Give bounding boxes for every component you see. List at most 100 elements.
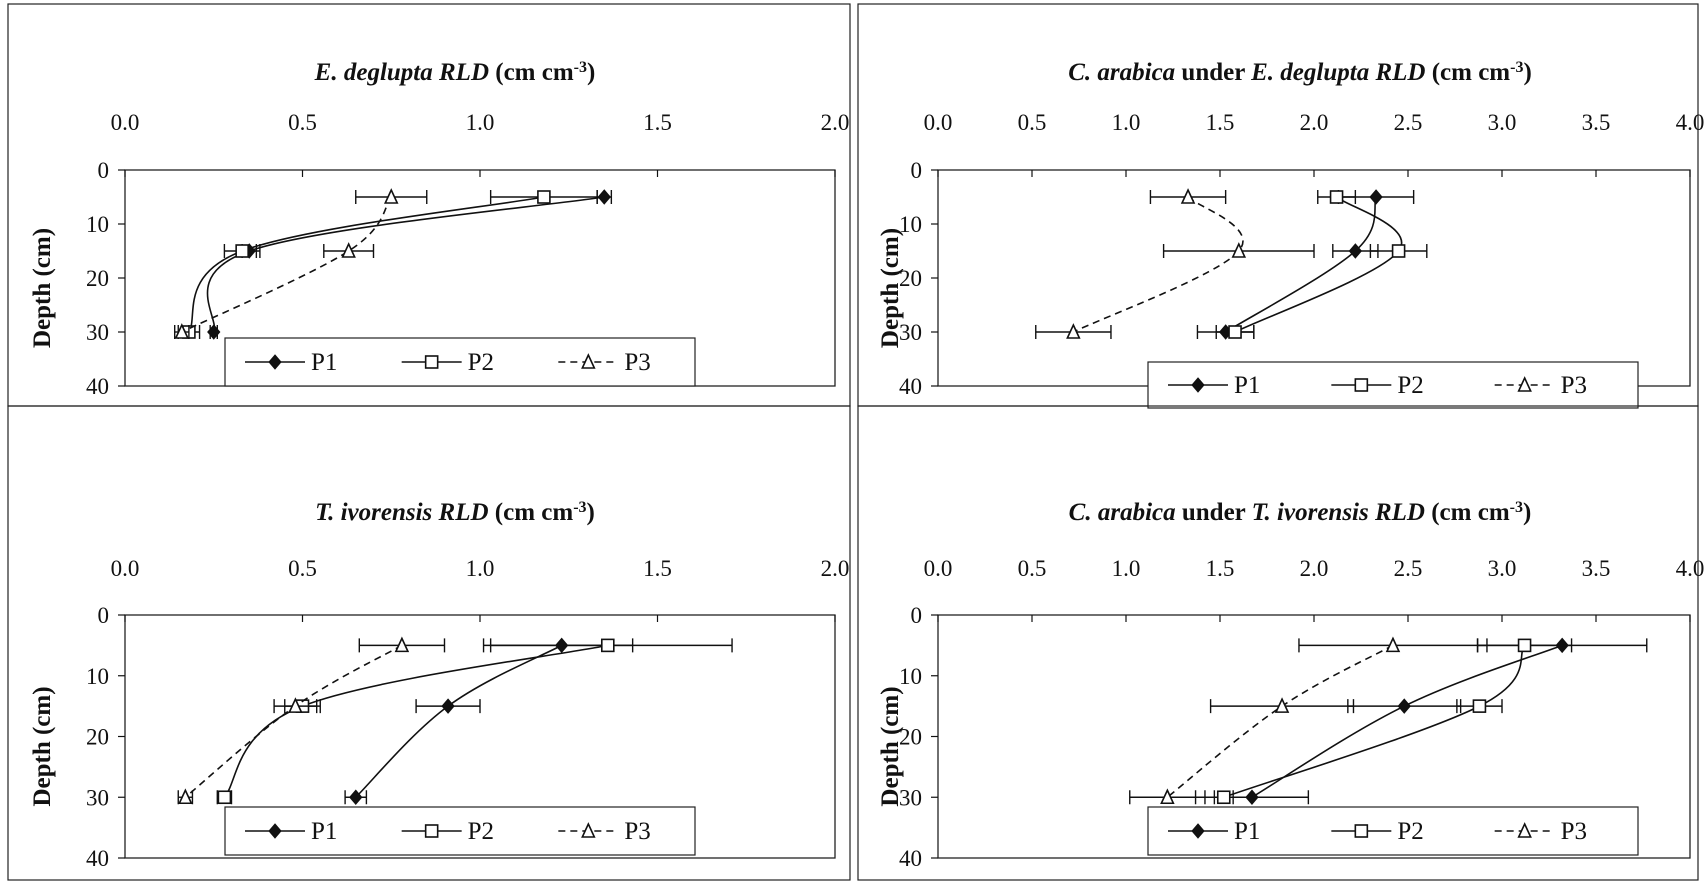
- title-part: ): [587, 499, 595, 526]
- y-tick-label: 30: [86, 785, 109, 810]
- y-axis-label: Depth (cm): [29, 686, 56, 806]
- legend: P1 P2 P3: [1147, 806, 1639, 856]
- legend-marker: [581, 822, 596, 838]
- x-tick-label: 2.5: [1394, 556, 1423, 581]
- panel-3: T. ivorensis RLD (cm cm-3) 0.0 0.5 1.0 1.5 2.…: [7, 405, 851, 881]
- series-P1: [1194, 637, 1648, 806]
- legend-label: P1: [311, 818, 337, 845]
- series-line: [181, 196, 392, 333]
- chart-title: C. arabica under T. ivorensis RLD (cm cm…: [1069, 499, 1532, 527]
- title-part: RLD: [432, 499, 488, 526]
- title-part: E. deglupta RLD: [1250, 59, 1425, 86]
- data-point: [537, 190, 551, 204]
- x-tick-label: 0.0: [111, 556, 140, 581]
- y-axis-label: Depth (cm): [29, 228, 56, 348]
- x-tick-label: 3.0: [1488, 556, 1517, 581]
- x-tick-label: 1.0: [1112, 110, 1141, 135]
- y-tick-label: 10: [899, 664, 922, 689]
- title-part: (cm cm: [489, 499, 574, 526]
- title-part: under: [1176, 499, 1252, 526]
- x-tick-label: 3.5: [1582, 110, 1611, 135]
- x-tick-label: 1.0: [1112, 556, 1141, 581]
- legend-marker: [268, 354, 282, 370]
- legend-label: P2: [468, 349, 494, 376]
- legend-marker: [424, 355, 439, 369]
- y-tick-label: 40: [899, 846, 922, 871]
- x-tick-label: 2.5: [1394, 110, 1423, 135]
- series-P3: [177, 636, 446, 805]
- series-P2: [177, 190, 598, 339]
- data-point: [1066, 323, 1081, 339]
- title-part: ): [587, 59, 595, 86]
- series-line: [1225, 196, 1377, 333]
- series-P1: [206, 189, 613, 340]
- x-tick-label: 1.0: [466, 110, 495, 135]
- data-point: [349, 789, 363, 806]
- legend-label: P3: [624, 818, 650, 845]
- legend-marker: [581, 353, 596, 369]
- legend-label: P1: [1234, 372, 1260, 399]
- y-tick-label: 30: [86, 320, 109, 345]
- title-part: (cm cm: [489, 59, 574, 86]
- legend-label: P1: [311, 349, 337, 376]
- series-line: [223, 644, 608, 798]
- series-line: [1073, 196, 1244, 333]
- x-tick-label: 1.5: [643, 556, 672, 581]
- legend-marker: [1517, 376, 1532, 392]
- legend-label: P2: [1397, 818, 1423, 845]
- data-point: [178, 788, 193, 805]
- x-tick-label: 2.0: [821, 110, 850, 135]
- y-tick-label: 0: [98, 158, 110, 183]
- chart-title: T. ivorensis RLD (cm cm-3): [315, 499, 595, 527]
- series-line: [206, 196, 605, 333]
- legend-marker: [1191, 377, 1205, 393]
- y-tick-label: 40: [86, 374, 109, 399]
- y-axis-label: Depth (cm): [877, 686, 904, 806]
- y-tick-label: 10: [86, 212, 109, 237]
- x-tick-label: 0.0: [111, 110, 140, 135]
- chart-title: C. arabica under E. deglupta RLD (cm cm-…: [1068, 59, 1532, 87]
- legend-label: P2: [1397, 372, 1423, 399]
- legend-marker: [1517, 822, 1532, 838]
- series-P2: [216, 638, 733, 805]
- x-tick-label: 0.0: [924, 556, 953, 581]
- title-superscript: -3: [574, 59, 587, 76]
- title-part: C. arabica: [1068, 59, 1175, 86]
- data-point: [1245, 789, 1259, 806]
- title-part: E. deglupta: [314, 59, 433, 86]
- x-tick-label: 2.0: [821, 556, 850, 581]
- title-superscript: -3: [1510, 59, 1523, 76]
- data-point: [441, 698, 455, 714]
- data-point: [1348, 243, 1363, 259]
- y-tick-label: 20: [86, 725, 109, 750]
- data-point: [600, 638, 615, 653]
- y-tick-label: 20: [86, 266, 109, 291]
- x-tick-label: 0.5: [288, 556, 317, 581]
- title-superscript: -3: [573, 499, 586, 516]
- legend-marker: [1354, 824, 1369, 838]
- panel-1: E. deglupta RLD (cm cm-3) 0.0 0.5 1.0 1.5 2.0…: [7, 3, 851, 407]
- x-tick-label: 3.5: [1582, 556, 1611, 581]
- data-point: [235, 244, 249, 258]
- data-point: [394, 636, 410, 653]
- y-tick-label: 30: [899, 785, 922, 810]
- data-point: [1160, 788, 1175, 805]
- y-axis-label: Depth (cm): [877, 228, 904, 348]
- x-tick-label: 1.0: [466, 556, 495, 581]
- plot-area: [937, 169, 1691, 387]
- y-tick-label: 20: [899, 266, 922, 291]
- x-tick-label: 1.5: [1206, 110, 1235, 135]
- data-point: [288, 697, 303, 713]
- legend-marker: [1354, 378, 1369, 392]
- panel-4: C. arabica under T. ivorensis RLD (cm cm…: [857, 405, 1704, 881]
- series-P2: [1213, 638, 1573, 805]
- x-tick-label: 3.0: [1488, 110, 1517, 135]
- series-P3: [173, 188, 428, 339]
- data-point: [1391, 244, 1406, 258]
- title-part: ): [1523, 59, 1531, 86]
- legend-label: P2: [468, 818, 494, 845]
- data-point: [1369, 189, 1383, 205]
- series-line: [188, 196, 545, 333]
- data-point: [217, 790, 232, 805]
- x-tick-label: 4.0: [1676, 110, 1705, 135]
